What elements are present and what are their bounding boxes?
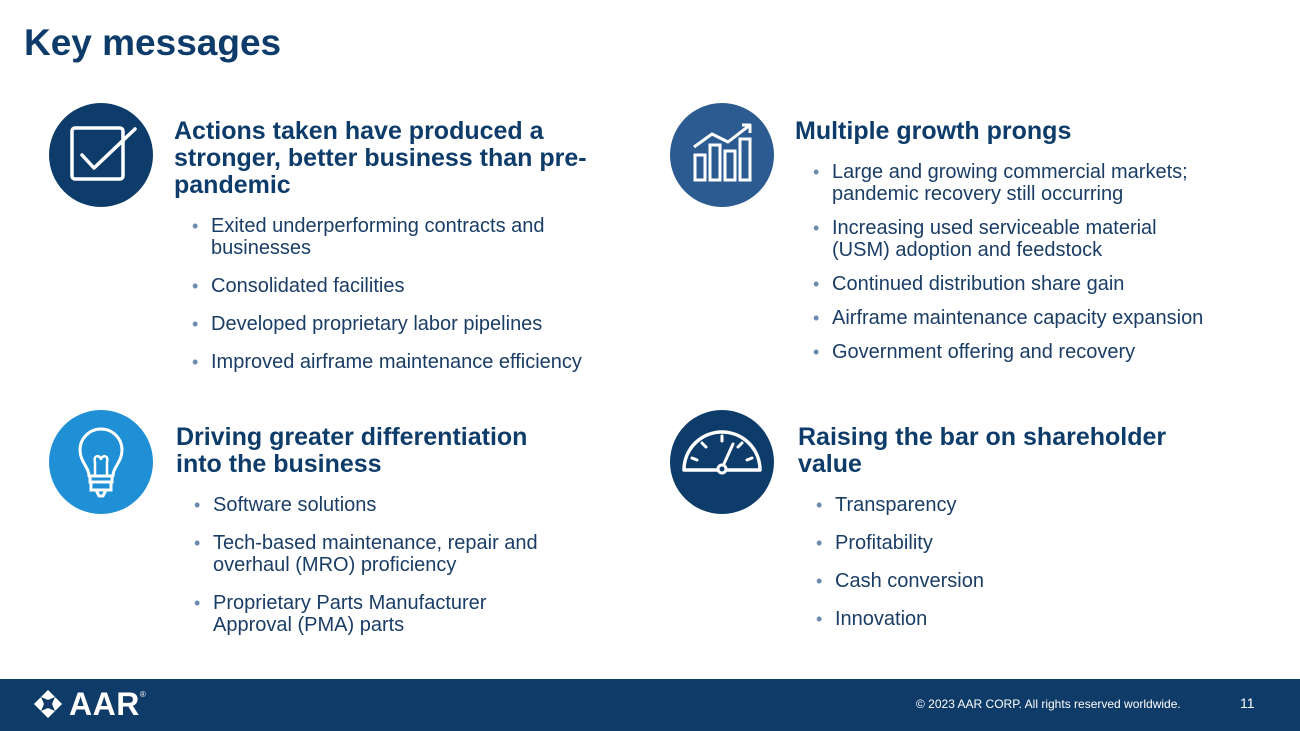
list-item: Transparency (816, 494, 1266, 516)
section-heading-shareholder: Raising the bar on shareholder value (798, 423, 1167, 478)
bullet-list-actions: Exited underperforming contracts andbusi… (192, 215, 642, 373)
checkbox-icon (49, 103, 153, 207)
copyright-text: © 2023 AAR CORP. All rights reserved wor… (916, 697, 1181, 711)
list-item: Exited underperforming contracts andbusi… (192, 215, 642, 259)
gauge-icon (670, 410, 774, 514)
list-item: Continued distribution share gain (813, 273, 1263, 295)
bullet-list-shareholder: Transparency Profitability Cash conversi… (816, 494, 1266, 630)
bullet-list-differentiation: Software solutions Tech-based maintenanc… (194, 494, 644, 636)
list-item: Innovation (816, 608, 1266, 630)
list-item: Cash conversion (816, 570, 1266, 592)
page-number: 11 (1240, 695, 1255, 711)
list-item: Improved airframe maintenance efficiency (192, 351, 642, 373)
list-item: Large and growing commercial markets;pan… (813, 161, 1263, 205)
list-item: Consolidated facilities (192, 275, 642, 297)
footer-bar (0, 679, 1300, 731)
section-heading-actions: Actions taken have produced a stronger, b… (174, 117, 587, 199)
logo-registered-mark: ® (139, 690, 146, 699)
lightbulb-icon (49, 410, 153, 514)
aar-logo-mark-icon (34, 690, 62, 718)
bar-chart-growth-icon (670, 103, 774, 207)
list-item: Airframe maintenance capacity expansion (813, 307, 1263, 329)
section-heading-differentiation: Driving greater differentiation into the … (176, 423, 528, 478)
list-item: Tech-based maintenance, repair andoverha… (194, 532, 644, 576)
logo-text: AAR (69, 685, 140, 722)
company-logo: AAR ® (31, 686, 146, 722)
list-item: Developed proprietary labor pipelines (192, 313, 642, 335)
list-item: Profitability (816, 532, 1266, 554)
list-item: Increasing used serviceable material(USM… (813, 217, 1263, 261)
section-heading-growth: Multiple growth prongs (795, 117, 1072, 145)
page-title: Key messages (24, 22, 282, 63)
list-item: Government offering and recovery (813, 341, 1263, 363)
bullet-list-growth: Large and growing commercial markets;pan… (813, 161, 1263, 363)
list-item: Software solutions (194, 494, 644, 516)
